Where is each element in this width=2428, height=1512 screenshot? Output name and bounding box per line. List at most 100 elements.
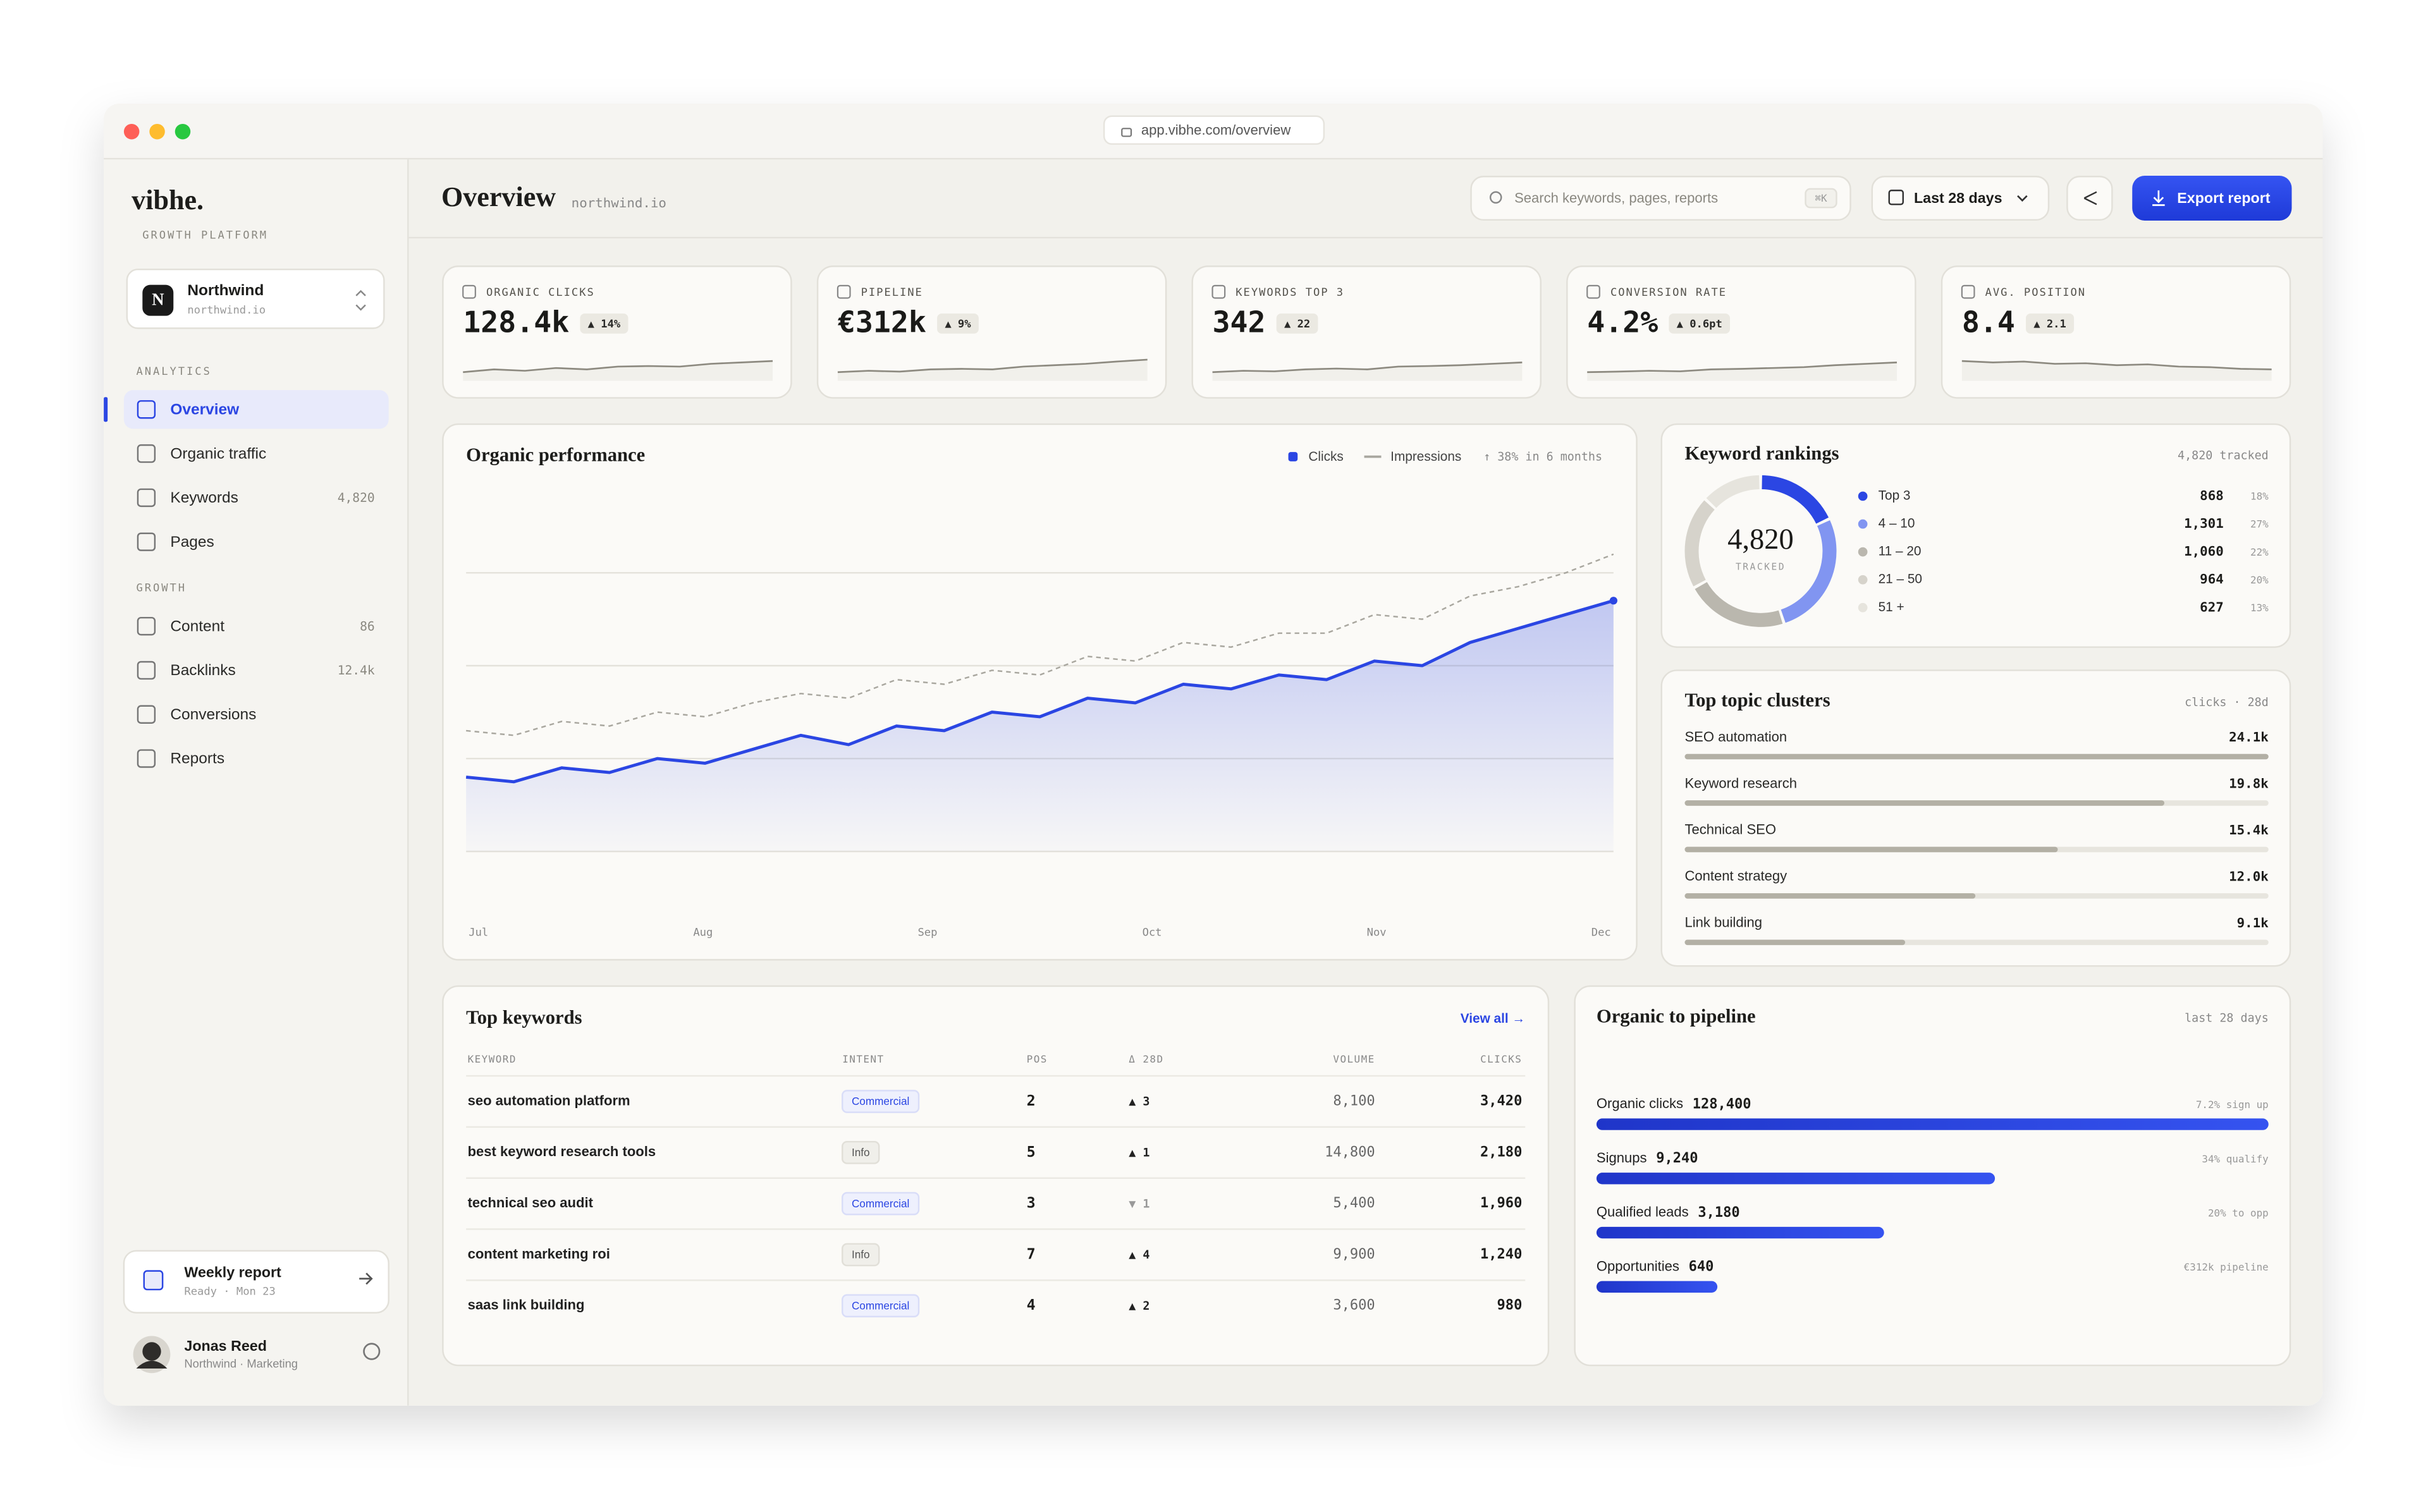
stage-value: 640 — [1689, 1259, 1714, 1275]
kpi-label: PIPELINE — [861, 286, 923, 299]
ranking-label: 4 – 10 — [1879, 516, 1915, 531]
kpi-delta: ▲ 9% — [945, 318, 971, 331]
nav-count: 4,820 — [338, 491, 375, 505]
weekly-report-card[interactable] — [123, 1250, 389, 1314]
date-range: Last 28 days — [1914, 190, 2002, 206]
chevron-down — [2017, 195, 2028, 202]
nav-section-title: GROWTH — [137, 582, 187, 595]
intent: Commercial — [852, 1197, 909, 1210]
stage-label: Qualified leads — [1597, 1204, 1689, 1220]
cluster-label: Content strategy — [1684, 868, 1787, 884]
kpi-delta: ▲ 2.1 — [2033, 318, 2066, 331]
weekly-title: Weekly report — [184, 1264, 281, 1280]
position: 2 — [1027, 1092, 1036, 1109]
kpi-delta-pill — [2026, 313, 2075, 334]
kpi-value: €312k — [838, 305, 926, 339]
kpi-delta-pill — [1669, 313, 1731, 334]
legend-dot — [1858, 602, 1868, 613]
nav-label: Backlinks — [170, 662, 235, 679]
search-box[interactable] — [1470, 175, 1851, 221]
stage-rate: 34% qualify — [2202, 1153, 2268, 1165]
kpi-delta: ▲ 0.6pt — [1677, 318, 1722, 331]
delta: ▼ 1 — [1129, 1197, 1150, 1210]
cluster-value: 9.1k — [2237, 915, 2269, 930]
nav-label: Overview — [170, 401, 240, 418]
minimize-button[interactable] — [149, 123, 165, 140]
stage-value: 3,180 — [1698, 1205, 1739, 1221]
x-tick-label: Jul — [469, 927, 488, 939]
kpi-value: 8.4 — [1962, 305, 2015, 339]
clicks-end-dot — [1609, 597, 1617, 605]
share-icon — [2083, 191, 2097, 205]
ranking-count: 1,301 — [2184, 516, 2224, 531]
export-button[interactable] — [2132, 176, 2292, 221]
keywords-card — [442, 985, 1550, 1367]
share-button[interactable] — [2066, 175, 2113, 221]
nav-item-hit[interactable] — [124, 523, 389, 561]
intent-pill — [842, 1294, 920, 1318]
avatar-head — [142, 1342, 161, 1361]
kpi-sparkline — [1587, 362, 1898, 374]
search-icon — [1489, 191, 1502, 204]
pipeline-note: last 28 days — [2185, 1011, 2269, 1025]
x-tick-label: Aug — [693, 927, 713, 939]
donut-segment — [1781, 520, 1837, 623]
nav-item-hit[interactable] — [124, 739, 389, 777]
settings-icon[interactable] — [363, 1343, 381, 1360]
stage-bar — [1596, 1226, 1884, 1239]
clicks: 1,240 — [1480, 1247, 1522, 1262]
close-button[interactable] — [123, 123, 140, 140]
donut-segment — [1684, 500, 1715, 587]
stage-label: Organic clicks — [1597, 1095, 1683, 1111]
cluster-value: 15.4k — [2229, 822, 2269, 838]
legend-dot — [1858, 519, 1868, 529]
nav-item-active-bg[interactable] — [123, 390, 389, 429]
user-name: Jonas Reed — [184, 1338, 267, 1354]
delta: ▲ 1 — [1129, 1147, 1150, 1160]
x-tick-label: Dec — [1591, 927, 1611, 939]
cluster-bar — [1684, 893, 1976, 899]
delta: ▲ 3 — [1129, 1095, 1150, 1109]
x-tick-label: Nov — [1367, 927, 1387, 939]
legend-dot — [1858, 575, 1868, 585]
legend-label: Impressions — [1390, 449, 1461, 464]
nav-label: Content — [170, 618, 224, 635]
workspace-switcher[interactable] — [126, 268, 385, 329]
kpi-label: ORGANIC CLICKS — [486, 286, 595, 299]
nav-icon — [137, 616, 156, 636]
rankings-tracked: 4,820 tracked — [2178, 449, 2269, 462]
cluster-label: Keyword research — [1684, 775, 1797, 791]
cluster-bar — [1684, 939, 1906, 946]
weekly-status: Ready · Mon 23 — [184, 1286, 275, 1298]
ranking-label: 11 – 20 — [1879, 544, 1922, 559]
kpi-sparkline — [1961, 360, 2272, 370]
clicks: 980 — [1497, 1298, 1523, 1314]
workspace-domain: northwind.io — [187, 304, 266, 317]
intent-pill — [842, 1140, 880, 1164]
kpi-delta-pill — [937, 313, 979, 334]
volume: 14,800 — [1325, 1144, 1375, 1160]
url-text: app.vibhe.com/overview — [1141, 122, 1291, 138]
download-icon — [2152, 190, 2165, 206]
stage-value: 128,400 — [1693, 1096, 1751, 1112]
nav-item-hit[interactable] — [124, 607, 389, 645]
date-range-button[interactable] — [1871, 175, 2050, 221]
cluster-value: 12.0k — [2229, 869, 2269, 884]
clicks: 3,420 — [1480, 1093, 1522, 1109]
position: 3 — [1027, 1195, 1036, 1212]
calendar-icon — [143, 1270, 164, 1291]
view-all-link[interactable]: View all → — [1461, 1011, 1526, 1026]
zoom-button[interactable] — [175, 123, 191, 140]
nav-icon — [137, 705, 156, 724]
kpi-icon — [1211, 284, 1226, 299]
kpi-label: AVG. POSITION — [1985, 286, 2087, 299]
ranking-share: 22% — [2250, 546, 2269, 558]
shortcut: ⌘K — [1815, 192, 1827, 204]
stage-label: Signups — [1597, 1150, 1647, 1166]
cluster-label: Link building — [1684, 915, 1762, 930]
clicks-line — [465, 599, 1614, 784]
user-role: Northwind · Marketing — [184, 1357, 298, 1370]
intent: Commercial — [852, 1300, 909, 1312]
kpi-icon — [1586, 284, 1600, 299]
